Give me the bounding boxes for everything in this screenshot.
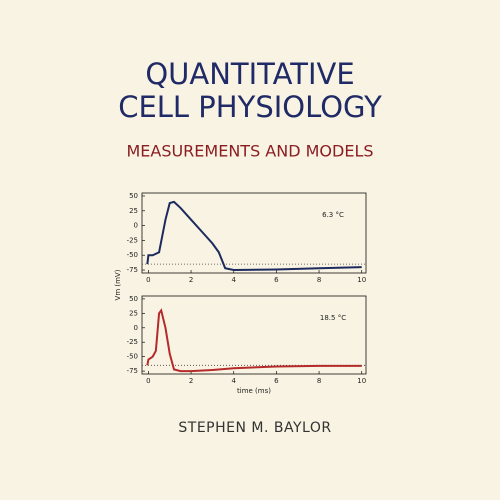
author: STEPHEN M. BAYLOR: [178, 420, 331, 436]
plot-frame: [141, 295, 367, 375]
annotation: 6.3 °C: [322, 211, 344, 219]
x-tick-label: 4: [231, 276, 236, 284]
x-tick-label: 10: [357, 276, 366, 284]
y-tick-label: 25: [129, 207, 138, 215]
y-tick-label: -75: [127, 367, 138, 375]
y-axis-label: Vm (mV): [114, 269, 122, 300]
x-tick-label: 0: [146, 377, 150, 385]
y-tick-label: -50: [127, 251, 138, 259]
x-tick-label: 2: [189, 377, 193, 385]
x-tick-label: 6: [274, 276, 279, 284]
subtitle: MEASUREMENTS AND MODELS: [126, 142, 373, 161]
y-tick-label: -75: [127, 266, 138, 274]
y-tick-label: -25: [127, 236, 138, 244]
trace: [146, 200, 362, 272]
y-tick-label: 0: [134, 222, 138, 230]
x-tick-label: 0: [146, 276, 150, 284]
y-tick-label: -25: [127, 338, 138, 346]
annotation: 18.5 °C: [320, 314, 346, 322]
x-axis-label: time (ms): [237, 387, 271, 395]
x-tick-label: 4: [231, 377, 236, 385]
x-tick-label: 6: [274, 377, 279, 385]
y-tick-label: 0: [134, 324, 138, 332]
title-line: CELL PHYSIOLOGY: [118, 90, 382, 124]
x-tick-label: 10: [357, 377, 366, 385]
y-tick-label: 25: [129, 309, 138, 317]
x-tick-label: 2: [189, 276, 193, 284]
y-tick-label: -50: [127, 353, 138, 361]
plot-frame: [141, 192, 367, 274]
y-tick-label: 50: [129, 295, 138, 303]
x-tick-label: 8: [317, 276, 321, 284]
title-line: QUANTITATIVE: [145, 57, 354, 91]
y-tick-label: 50: [129, 192, 138, 200]
trace: [146, 308, 362, 373]
x-tick-label: 8: [317, 377, 321, 385]
